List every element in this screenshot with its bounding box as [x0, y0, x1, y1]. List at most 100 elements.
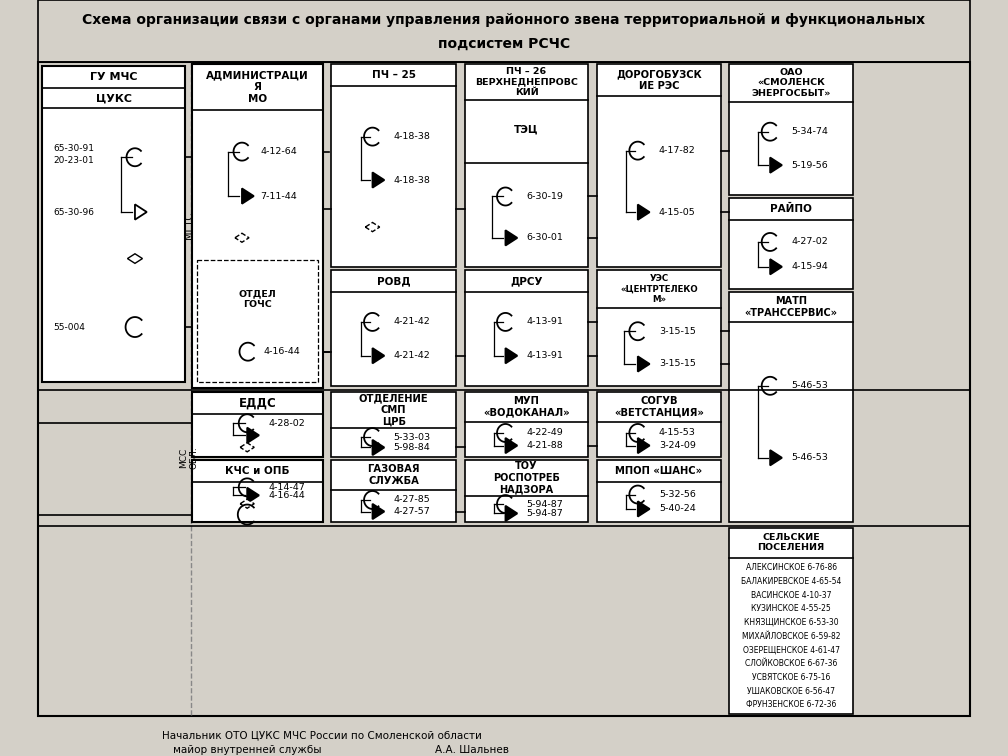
Polygon shape	[127, 254, 142, 263]
Text: 5-98-84: 5-98-84	[394, 443, 430, 452]
Text: КЧС и ОПБ: КЧС и ОПБ	[226, 466, 290, 476]
Bar	[193, 64, 323, 388]
Text: КНЯЗЩИНСКОЕ 6-53-30: КНЯЗЩИНСКОЕ 6-53-30	[744, 618, 839, 627]
Text: 5-46-53: 5-46-53	[791, 454, 829, 462]
Text: ОАО
«СМОЛЕНСК
ЭНЕРГОСБЫТ»: ОАО «СМОЛЕНСК ЭНЕРГОСБЫТ»	[752, 68, 831, 98]
Text: РОВД: РОВД	[377, 276, 410, 286]
Bar	[729, 64, 853, 195]
Text: 4-18-38: 4-18-38	[394, 132, 430, 141]
Text: БАЛАКИРЕВСКОЕ 4-65-54: БАЛАКИРЕВСКОЕ 4-65-54	[741, 577, 842, 586]
Text: 6-30-19: 6-30-19	[526, 192, 563, 201]
Text: 4-21-42: 4-21-42	[394, 318, 430, 327]
Text: ОЗЕРЕЩЕНСКОЕ 4-61-47: ОЗЕРЕЩЕНСКОЕ 4-61-47	[743, 646, 840, 655]
Text: МУП
«ВОДОКАНАЛ»: МУП «ВОДОКАНАЛ»	[483, 396, 570, 417]
Text: 5-94-87: 5-94-87	[526, 509, 563, 518]
Text: СЕЛЬСКИЕ
ПОСЕЛЕНИЯ: СЕЛЬСКИЕ ПОСЕЛЕНИЯ	[758, 533, 825, 553]
Polygon shape	[373, 348, 384, 364]
Text: ТЭЦ: ТЭЦ	[514, 125, 538, 135]
Bar	[597, 64, 721, 267]
Text: 4-14-47: 4-14-47	[268, 483, 304, 492]
Text: 4-27-85: 4-27-85	[394, 495, 430, 504]
Bar	[193, 460, 323, 522]
Text: 3-24-09: 3-24-09	[659, 441, 696, 450]
Bar	[729, 292, 853, 522]
Text: АЛЕКСИНСКОЕ 6-76-86: АЛЕКСИНСКОЕ 6-76-86	[746, 563, 837, 572]
Bar	[465, 392, 589, 457]
Polygon shape	[365, 222, 380, 231]
Text: ОТДЕЛЕНИЕ
СМП
ЦРБ: ОТДЕЛЕНИЕ СМП ЦРБ	[359, 393, 428, 426]
Polygon shape	[638, 356, 649, 372]
Bar	[332, 270, 457, 386]
Bar	[193, 392, 323, 457]
Text: Начальник ОТО ЦУКС МЧС России по Смоленской области: Начальник ОТО ЦУКС МЧС России по Смоленс…	[162, 730, 482, 741]
Text: майор внутренней службы: майор внутренней службы	[172, 745, 322, 754]
Text: ЕДДС: ЕДДС	[239, 396, 276, 409]
Text: УСВЯТСКОЕ 6-75-16: УСВЯТСКОЕ 6-75-16	[752, 673, 831, 682]
Polygon shape	[242, 188, 254, 203]
Text: МПОП «ШАНС»: МПОП «ШАНС»	[615, 466, 703, 476]
Text: ГАЗОВАЯ
СЛУЖБА: ГАЗОВАЯ СЛУЖБА	[368, 464, 420, 485]
Polygon shape	[373, 503, 384, 519]
Polygon shape	[505, 348, 517, 364]
Text: 4-16-44: 4-16-44	[264, 347, 300, 356]
Text: 5-46-53: 5-46-53	[791, 381, 829, 390]
Text: СЛОЙКОВСКОЕ 6-67-36: СЛОЙКОВСКОЕ 6-67-36	[745, 659, 838, 668]
Text: ЦУКС: ЦУКС	[96, 94, 132, 104]
Text: КУЗИНСКОЕ 4-55-25: КУЗИНСКОЕ 4-55-25	[751, 604, 831, 613]
Polygon shape	[770, 450, 782, 466]
Bar	[597, 460, 721, 522]
Polygon shape	[505, 506, 517, 521]
Bar	[729, 528, 853, 714]
Bar	[332, 460, 457, 522]
Text: 65-30-96: 65-30-96	[53, 207, 95, 216]
Text: 3-15-15: 3-15-15	[659, 359, 696, 368]
Text: 4-21-42: 4-21-42	[394, 352, 430, 361]
Bar	[597, 270, 721, 386]
Text: ФРУНЗЕНСКОЕ 6-72-36: ФРУНЗЕНСКОЕ 6-72-36	[746, 700, 837, 709]
Text: 5-94-87: 5-94-87	[526, 500, 563, 509]
Text: МГТС: МГТС	[183, 212, 194, 240]
Text: МАТП
«ТРАНССЕРВИС»: МАТП «ТРАНССЕРВИС»	[745, 296, 838, 318]
Text: 4-15-94: 4-15-94	[791, 262, 828, 271]
Text: 4-15-53: 4-15-53	[659, 429, 696, 438]
Text: 4-17-82: 4-17-82	[659, 146, 696, 155]
Text: РАЙПО: РАЙПО	[770, 204, 812, 214]
Text: 7-11-44: 7-11-44	[260, 191, 297, 200]
Text: Схема организации связи с органами управления районного звена территориальной и : Схема организации связи с органами управ…	[83, 13, 925, 27]
Bar	[332, 64, 457, 267]
Polygon shape	[638, 205, 649, 220]
Text: 3-15-15: 3-15-15	[659, 327, 696, 336]
Text: ПЧ – 25: ПЧ – 25	[372, 70, 415, 80]
Text: МИХАЙЛОВСКОЕ 6-59-82: МИХАЙЛОВСКОЕ 6-59-82	[742, 632, 841, 640]
Bar	[465, 460, 589, 522]
Polygon shape	[235, 234, 249, 242]
Bar	[729, 198, 853, 289]
Bar	[38, 62, 970, 716]
Polygon shape	[240, 443, 254, 452]
Bar	[465, 270, 589, 386]
Text: 4-27-02: 4-27-02	[791, 237, 828, 246]
Polygon shape	[247, 428, 259, 443]
Text: МСС
ОБЛ.: МСС ОБЛ.	[179, 446, 199, 469]
Text: 55-004: 55-004	[53, 323, 86, 332]
Polygon shape	[373, 172, 384, 187]
Text: 5-40-24: 5-40-24	[659, 504, 696, 513]
Text: 5-19-56: 5-19-56	[791, 161, 828, 169]
Text: ПЧ – 26
ВЕРХНЕДНЕПРОВС
КИЙ: ПЧ – 26 ВЕРХНЕДНЕПРОВС КИЙ	[475, 67, 578, 97]
Text: 4-12-64: 4-12-64	[260, 147, 297, 156]
Polygon shape	[638, 501, 649, 516]
Text: 4-13-91: 4-13-91	[526, 318, 563, 327]
Text: 5-33-03: 5-33-03	[394, 432, 430, 442]
Polygon shape	[770, 157, 782, 173]
Text: 4-27-57: 4-27-57	[394, 507, 430, 516]
Text: ГУ МЧС: ГУ МЧС	[90, 72, 137, 82]
Bar	[332, 392, 457, 457]
Text: 4-15-05: 4-15-05	[659, 208, 696, 217]
Text: 4-18-38: 4-18-38	[394, 175, 430, 184]
Bar	[465, 64, 589, 267]
Text: УЭС
«ЦЕНТРТЕЛЕКО
М»: УЭС «ЦЕНТРТЕЛЕКО М»	[620, 274, 698, 304]
Text: 20-23-01: 20-23-01	[53, 156, 95, 165]
Text: 4-16-44: 4-16-44	[268, 491, 304, 500]
Polygon shape	[240, 499, 254, 508]
Polygon shape	[505, 438, 517, 454]
